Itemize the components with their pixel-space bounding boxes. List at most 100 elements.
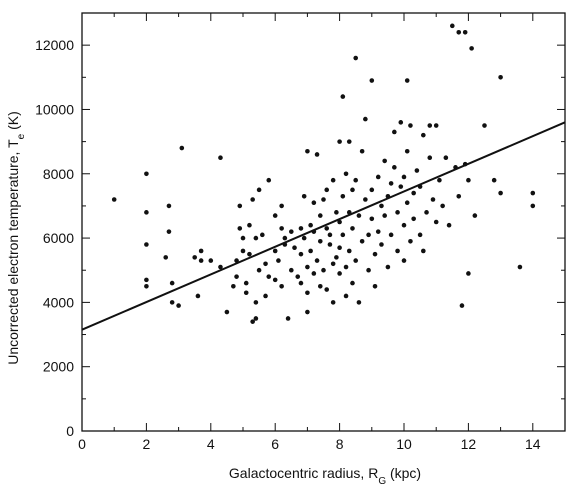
data-point [314, 258, 320, 263]
data-point [298, 226, 304, 231]
data-point [433, 219, 439, 225]
data-point [343, 293, 349, 299]
data-point [311, 271, 317, 276]
data-point [166, 229, 172, 234]
data-point [305, 290, 310, 296]
y-tick-label: 4000 [43, 294, 74, 310]
data-point [421, 132, 426, 138]
data-point [308, 248, 313, 254]
data-point [427, 155, 433, 160]
data-point [256, 267, 262, 273]
data-point [317, 213, 323, 218]
data-point [411, 216, 416, 222]
data-point [385, 264, 391, 270]
data-point [198, 248, 204, 254]
data-point [260, 232, 265, 238]
data-point [462, 29, 468, 35]
data-point [272, 213, 278, 218]
data-point [372, 284, 378, 289]
data-point [272, 248, 278, 254]
data-point [459, 303, 465, 308]
data-point [334, 255, 339, 260]
regression-line [81, 121, 566, 331]
data-point [346, 139, 352, 144]
data-point [340, 232, 346, 238]
plot-border [81, 12, 566, 432]
x-tick-label: 2 [143, 436, 151, 452]
y-axis-title: Uncorrected electron temperature, Te (K) [5, 111, 27, 365]
data-point [256, 187, 262, 193]
x-tick-label: 12 [461, 436, 477, 452]
data-point [498, 75, 503, 80]
data-point [517, 264, 523, 270]
data-point [466, 177, 471, 183]
x-axis-title: Galactocentric radius, RG (kpc) [229, 465, 421, 487]
data-point [350, 187, 355, 193]
data-point [398, 184, 404, 189]
data-point [379, 203, 384, 209]
data-point [334, 210, 339, 215]
data-point [408, 238, 413, 244]
data-point [234, 258, 239, 263]
data-point [237, 203, 243, 209]
data-point [421, 248, 426, 254]
data-point [350, 226, 355, 231]
data-point [404, 148, 410, 154]
y-tick-label: 10000 [35, 101, 74, 117]
data-point [266, 177, 272, 183]
data-point [330, 177, 336, 183]
data-point [243, 290, 249, 296]
data-point [308, 222, 313, 228]
data-point [430, 197, 436, 202]
data-point [375, 174, 381, 180]
data-point [388, 232, 394, 238]
data-point [388, 181, 394, 186]
data-point [144, 171, 149, 177]
data-point [276, 258, 281, 263]
data-point [443, 155, 449, 160]
data-point [369, 187, 375, 193]
data-point [366, 267, 371, 273]
data-point [337, 219, 342, 225]
data-point [305, 264, 310, 270]
y-tick-label: 6000 [43, 230, 74, 246]
data-point [353, 258, 359, 263]
data-point [343, 171, 349, 177]
data-point [272, 277, 278, 283]
data-point [176, 303, 181, 308]
data-point [395, 248, 400, 254]
data-point [231, 284, 236, 289]
data-point [359, 238, 365, 244]
data-point [179, 145, 185, 151]
x-tick-label: 8 [336, 436, 344, 452]
data-point [321, 197, 326, 202]
fit-line-group [81, 121, 566, 331]
data-point [289, 267, 294, 273]
data-point [359, 148, 365, 154]
data-point [498, 190, 503, 196]
data-point [330, 300, 336, 305]
data-point [314, 152, 320, 157]
data-point [530, 203, 536, 209]
data-point [311, 200, 317, 206]
data-point [247, 222, 252, 228]
data-point [450, 23, 455, 29]
data-point [263, 261, 268, 267]
data-point [401, 222, 407, 228]
data-point [250, 319, 255, 324]
data-point [433, 123, 439, 128]
data-point [253, 316, 259, 321]
data-point [353, 55, 359, 61]
data-point [404, 78, 410, 83]
data-point [295, 274, 301, 279]
data-point [408, 123, 413, 128]
data-point [298, 251, 304, 257]
data-point [472, 213, 478, 218]
data-point [337, 245, 342, 251]
y-tick-label: 2000 [43, 359, 74, 375]
data-point [111, 197, 117, 202]
data-point [305, 148, 310, 154]
data-point [289, 229, 294, 234]
data-point [330, 261, 336, 267]
data-point [253, 235, 259, 241]
